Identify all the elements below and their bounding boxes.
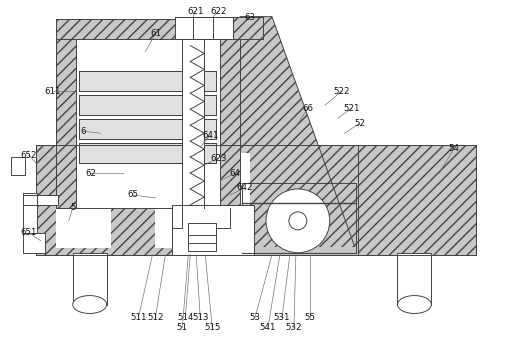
Text: 611: 611: [45, 87, 61, 96]
Text: 512: 512: [147, 313, 164, 322]
Bar: [23, 193, 37, 235]
Text: 652: 652: [21, 151, 37, 160]
Text: 63: 63: [244, 13, 255, 22]
Ellipse shape: [398, 295, 431, 314]
Text: 511: 511: [130, 313, 147, 322]
Text: 515: 515: [204, 323, 220, 332]
Text: 521: 521: [343, 104, 360, 113]
Text: 53: 53: [250, 313, 261, 322]
Bar: [11, 157, 25, 175]
Bar: [79, 143, 216, 163]
Text: 52: 52: [354, 119, 365, 128]
Bar: [56, 19, 240, 208]
Bar: [79, 95, 216, 115]
Bar: [233, 17, 263, 38]
Ellipse shape: [73, 295, 107, 314]
Text: 531: 531: [273, 313, 290, 322]
Bar: [220, 19, 240, 208]
Bar: [172, 205, 254, 255]
Bar: [398, 253, 431, 305]
Text: 541: 541: [260, 323, 276, 332]
Bar: [36, 145, 476, 255]
Bar: [240, 247, 358, 255]
Bar: [23, 233, 45, 253]
Circle shape: [289, 212, 307, 230]
Text: 6: 6: [80, 127, 85, 136]
Bar: [188, 223, 216, 251]
Text: 642: 642: [237, 183, 253, 192]
Text: 514: 514: [177, 313, 193, 322]
Text: 5: 5: [70, 203, 75, 212]
Text: 66: 66: [302, 104, 313, 113]
Bar: [56, 153, 111, 248]
Text: 532: 532: [286, 323, 302, 332]
Bar: [73, 253, 107, 305]
Text: 513: 513: [192, 313, 208, 322]
Text: 55: 55: [304, 313, 315, 322]
Text: 623: 623: [210, 154, 226, 163]
Bar: [155, 153, 250, 248]
Circle shape: [266, 189, 330, 253]
Text: 61: 61: [150, 29, 161, 38]
Text: 51: 51: [177, 323, 188, 332]
Text: 641: 641: [202, 131, 218, 140]
Bar: [56, 19, 240, 38]
Bar: [79, 119, 216, 139]
Bar: [233, 17, 263, 38]
Bar: [175, 17, 233, 38]
Text: 65: 65: [127, 191, 138, 199]
Bar: [172, 205, 254, 255]
Bar: [358, 145, 476, 255]
Bar: [242, 183, 356, 253]
Bar: [23, 195, 58, 205]
Text: 621: 621: [187, 7, 204, 16]
Bar: [182, 19, 204, 208]
Bar: [56, 19, 76, 208]
Text: 522: 522: [333, 87, 350, 96]
Text: 62: 62: [85, 168, 96, 178]
Text: 651: 651: [21, 228, 37, 237]
Text: 64: 64: [229, 168, 241, 178]
Text: 54: 54: [449, 144, 460, 152]
Polygon shape: [240, 17, 358, 255]
Bar: [79, 72, 216, 91]
Text: 622: 622: [210, 7, 226, 16]
